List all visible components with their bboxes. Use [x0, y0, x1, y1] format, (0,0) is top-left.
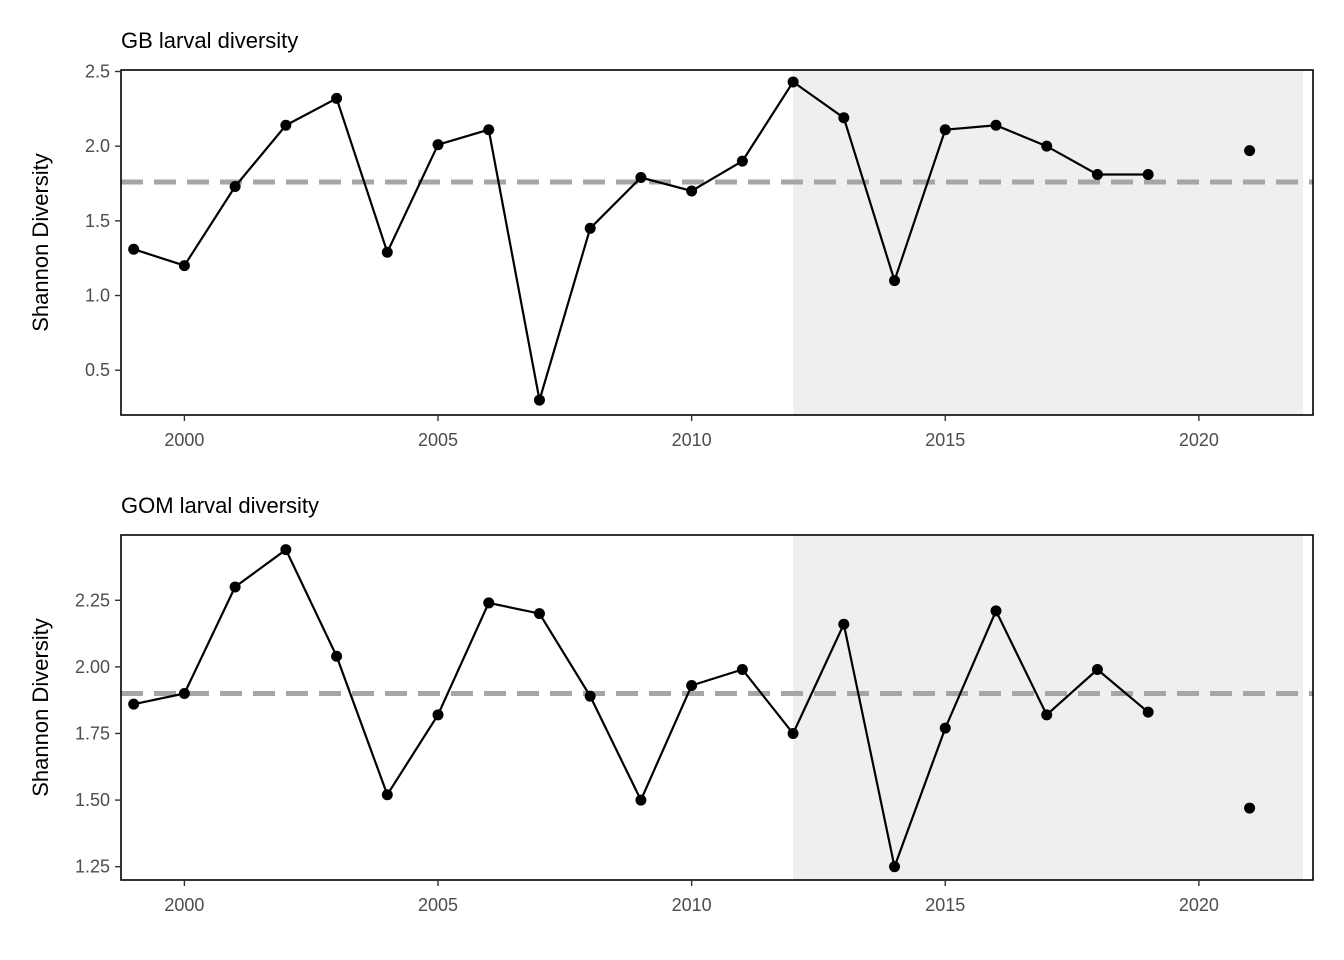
data-point: [128, 243, 140, 255]
x-tick-label: 2010: [672, 430, 712, 450]
data-point: [331, 650, 343, 662]
data-point: [1041, 140, 1053, 152]
data-point: [990, 119, 1002, 131]
y-tick-label: 1.75: [75, 723, 110, 743]
data-point: [1244, 802, 1256, 814]
data-point: [939, 124, 951, 136]
data-point: [787, 76, 799, 88]
y-tick-label: 2.5: [85, 61, 110, 81]
data-point: [483, 124, 495, 136]
data-point: [229, 180, 241, 192]
data-point: [381, 789, 393, 801]
data-point: [686, 185, 698, 197]
data-point: [128, 698, 140, 710]
x-tick-label: 2000: [164, 430, 204, 450]
data-point: [787, 727, 799, 739]
data-point: [1142, 706, 1154, 718]
panel-border: [120, 534, 1314, 881]
x-tick-label: 2005: [418, 895, 458, 915]
y-tick-label: 0.5: [85, 360, 110, 380]
data-point: [838, 618, 850, 630]
data-point: [584, 222, 596, 234]
data-point: [331, 92, 343, 104]
data-point: [584, 690, 596, 702]
data-point: [483, 597, 495, 609]
data-point: [1091, 664, 1103, 676]
gom-panel: 2000 2005 2010 2015 2020 1.25 1.50 1.75 2.00 2.25…: [28, 493, 1314, 915]
gb-panel: 2000 2005 2010 2015 2020 0.5 1.0 1.5 2.0 2.5 GB la…: [28, 28, 1314, 450]
shaded-region: [793, 70, 1303, 415]
data-point: [381, 246, 393, 258]
x-tick-label: 2020: [1179, 430, 1219, 450]
y-tick-label: 1.50: [75, 790, 110, 810]
y-tick-label: 1.25: [75, 857, 110, 877]
data-point: [229, 581, 241, 593]
y-tick-label: 2.25: [75, 590, 110, 610]
data-point: [432, 709, 444, 721]
data-point: [432, 139, 444, 151]
y-axis-label: Shannon Diversity: [28, 618, 53, 797]
data-point: [1142, 169, 1154, 181]
y-tick-label: 2.0: [85, 136, 110, 156]
data-point: [939, 722, 951, 734]
y-tick-label: 1.0: [85, 286, 110, 306]
data-point: [889, 275, 901, 287]
data-point: [635, 794, 647, 806]
data-point: [280, 119, 292, 131]
data-point: [1091, 169, 1103, 181]
data-point: [736, 155, 748, 167]
data-point: [635, 172, 647, 184]
data-point: [1041, 709, 1053, 721]
y-tick-label: 1.5: [85, 211, 110, 231]
x-tick-label: 2015: [925, 895, 965, 915]
data-point: [736, 664, 748, 676]
chart-title: GOM larval diversity: [121, 493, 319, 518]
y-axis-label: Shannon Diversity: [28, 153, 53, 332]
data-point: [178, 260, 190, 272]
data-point: [533, 608, 545, 620]
data-point: [838, 112, 850, 124]
x-tick-label: 2000: [164, 895, 204, 915]
panel-border: [120, 69, 1314, 416]
x-tick-label: 2015: [925, 430, 965, 450]
y-tick-label: 2.00: [75, 657, 110, 677]
x-tick-label: 2010: [672, 895, 712, 915]
chart-title: GB larval diversity: [121, 28, 298, 53]
data-point: [178, 688, 190, 700]
data-point: [686, 680, 698, 692]
x-tick-label: 2020: [1179, 895, 1219, 915]
data-point: [889, 861, 901, 873]
x-tick-label: 2005: [418, 430, 458, 450]
data-point: [280, 544, 292, 556]
data-point: [1244, 145, 1256, 157]
shaded-region: [793, 535, 1303, 880]
data-point: [990, 605, 1002, 617]
data-point: [533, 394, 545, 406]
